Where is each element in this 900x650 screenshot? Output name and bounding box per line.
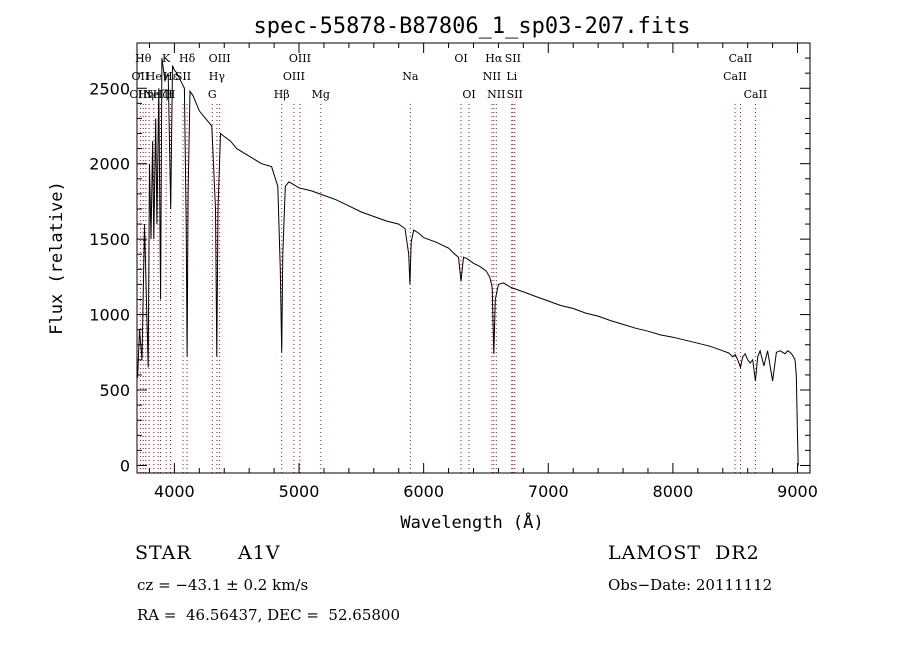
line-label: NII bbox=[487, 88, 505, 101]
line-label: NeIII bbox=[143, 88, 172, 101]
line-label: Hα bbox=[485, 52, 503, 65]
y-tick-label: 1000 bbox=[89, 306, 130, 325]
line-label: Na bbox=[402, 70, 419, 83]
line-label: OIII bbox=[289, 52, 311, 65]
line-label: K bbox=[162, 52, 171, 65]
x-axis-ticks: 4000 5000 6000 7000 8000 9000 bbox=[148, 43, 818, 501]
spectrum-line bbox=[137, 58, 799, 466]
line-label: Hθ bbox=[135, 52, 152, 65]
x-axis-label: Wavelength (Å) bbox=[400, 511, 543, 533]
x-tick-label: 6000 bbox=[403, 482, 444, 501]
line-label: CaII bbox=[729, 52, 753, 65]
chart-title: spec-55878-B87806_1_sp03-207.fits bbox=[253, 14, 690, 39]
coordinates: RA = 46.56437, DEC = 52.65800 bbox=[137, 606, 401, 624]
survey-name: LAMOST DR2 bbox=[608, 542, 760, 564]
line-label: OI bbox=[462, 88, 475, 101]
line-labels: OIIOIIIHθHηHeNeIIIHζKHHεSIIHδGHγOIIIHβOI… bbox=[129, 52, 767, 101]
x-tick-label: 4000 bbox=[154, 482, 195, 501]
plot-frame bbox=[136, 42, 811, 474]
line-label: Hβ bbox=[274, 88, 290, 101]
y-tick-label: 1500 bbox=[89, 230, 130, 249]
line-label: Mg bbox=[312, 88, 330, 101]
line-label: OII bbox=[132, 70, 150, 83]
line-label: G bbox=[208, 88, 217, 101]
line-label: OIII bbox=[283, 70, 305, 83]
line-label: OIII bbox=[129, 88, 151, 101]
x-tick-label: 8000 bbox=[653, 482, 694, 501]
line-label: Hε bbox=[163, 70, 179, 83]
line-label: He bbox=[146, 70, 162, 83]
line-label: SII bbox=[505, 52, 521, 65]
line-label: Hζ bbox=[153, 88, 169, 101]
object-type: STAR bbox=[135, 542, 192, 564]
line-label: OI bbox=[454, 52, 467, 65]
line-markers bbox=[139, 104, 756, 473]
y-tick-label: 2500 bbox=[89, 79, 130, 98]
line-label: Li bbox=[506, 70, 517, 83]
y-axis-label: Flux (relative) bbox=[47, 181, 67, 335]
y-tick-label: 2000 bbox=[89, 155, 130, 174]
line-label: SII bbox=[175, 70, 191, 83]
y-tick-label: 0 bbox=[120, 456, 130, 475]
x-tick-label: 9000 bbox=[777, 482, 818, 501]
y-tick-label: 500 bbox=[99, 381, 130, 400]
line-label: NII bbox=[483, 70, 501, 83]
x-tick-label: 5000 bbox=[279, 482, 320, 501]
y-axis-ticks: 0 500 1000 1500 2000 2500 bbox=[89, 57, 810, 475]
redshift-text: cz = −43.1 ± 0.2 km/s bbox=[137, 576, 309, 594]
x-tick-label: 7000 bbox=[528, 482, 569, 501]
line-label: SII bbox=[507, 88, 523, 101]
line-label: CaII bbox=[723, 70, 747, 83]
spectral-subclass: A1V bbox=[238, 542, 281, 564]
line-label: OIII bbox=[209, 52, 231, 65]
line-label: Hδ bbox=[179, 52, 196, 65]
line-label: CaII bbox=[744, 88, 768, 101]
obs-date: Obs−Date: 20111112 bbox=[608, 576, 773, 594]
line-label: Hγ bbox=[209, 70, 226, 83]
line-label: H bbox=[166, 88, 176, 101]
line-label: Hη bbox=[138, 88, 154, 101]
